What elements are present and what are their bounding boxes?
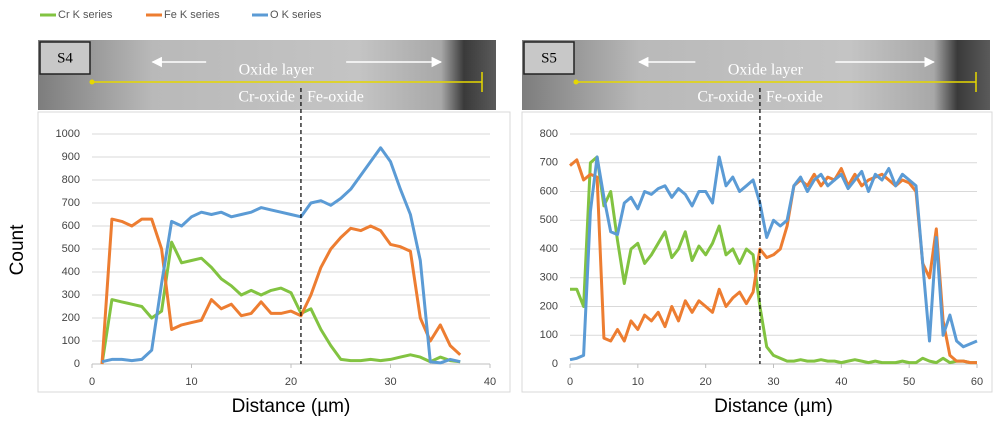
plot-panel [37,111,511,393]
y-tick-label: 900 [62,151,80,163]
x-tick-label: 20 [285,376,297,388]
x-tick-label: 40 [835,376,847,388]
y-tick-label: 700 [540,157,558,169]
y-tick-label: 0 [74,358,80,370]
x-tick-label: 30 [384,376,396,388]
x-tick-label: 10 [185,376,197,388]
y-tick-label: 100 [62,335,80,347]
panel-label: S4 [57,50,73,66]
series-line [100,217,462,365]
annotation: Oxide layer [728,62,804,79]
x-tick-label: 30 [767,376,779,388]
y-tick-label: 400 [62,266,80,278]
series-line [100,240,461,365]
x-tick-label: 0 [89,376,95,388]
y-tick-label: 600 [540,185,558,197]
y-tick-label: 200 [540,300,558,312]
annotation: Fe-oxide [766,89,823,106]
series-line [570,155,977,365]
x-tick-label: 50 [903,376,915,388]
y-tick-label: 700 [62,197,80,209]
y-tick-label: 300 [62,289,80,301]
y-tick-label: 600 [62,220,80,232]
x-tick-label: 40 [484,376,496,388]
scale-dot [573,79,579,85]
y-tick-label: 100 [540,329,558,341]
y-tick-label: 800 [62,174,80,186]
y-tick-label: 500 [62,243,80,255]
y-tick-label: 400 [540,243,558,255]
series-line [569,155,978,362]
x-tick-label: 60 [971,376,983,388]
x-tick-label: 0 [567,376,573,388]
y-tick-label: 500 [540,214,558,226]
x-tick-label: 20 [700,376,712,388]
scale-dot [89,79,95,85]
y-tick-label: 800 [540,128,558,140]
y-tick-label: 200 [62,312,80,324]
y-tick-label: 300 [540,272,558,284]
annotation: Fe-oxide [307,89,364,106]
sem-image [38,40,496,110]
series-line [101,146,461,365]
legend-label: O K series [270,9,322,21]
panel-label: S5 [541,50,557,66]
annotation: Oxide layer [239,62,315,79]
y-axis-label: Count [7,224,28,275]
y-tick-label: 1000 [56,128,80,140]
sem-image [522,40,990,110]
panel-label-box [523,41,575,75]
legend-label: Fe K series [164,9,220,21]
x-tick-label: 10 [632,376,644,388]
annotation: Cr-oxide [697,89,754,106]
y-tick-label: 0 [552,358,558,370]
x-axis-label: Distance (µm) [714,396,833,417]
panel-label-box [39,41,91,75]
legend-label: Cr K series [58,9,113,21]
annotation: Cr-oxide [238,89,295,106]
series-line [569,158,977,365]
x-axis-label: Distance (µm) [232,396,351,417]
